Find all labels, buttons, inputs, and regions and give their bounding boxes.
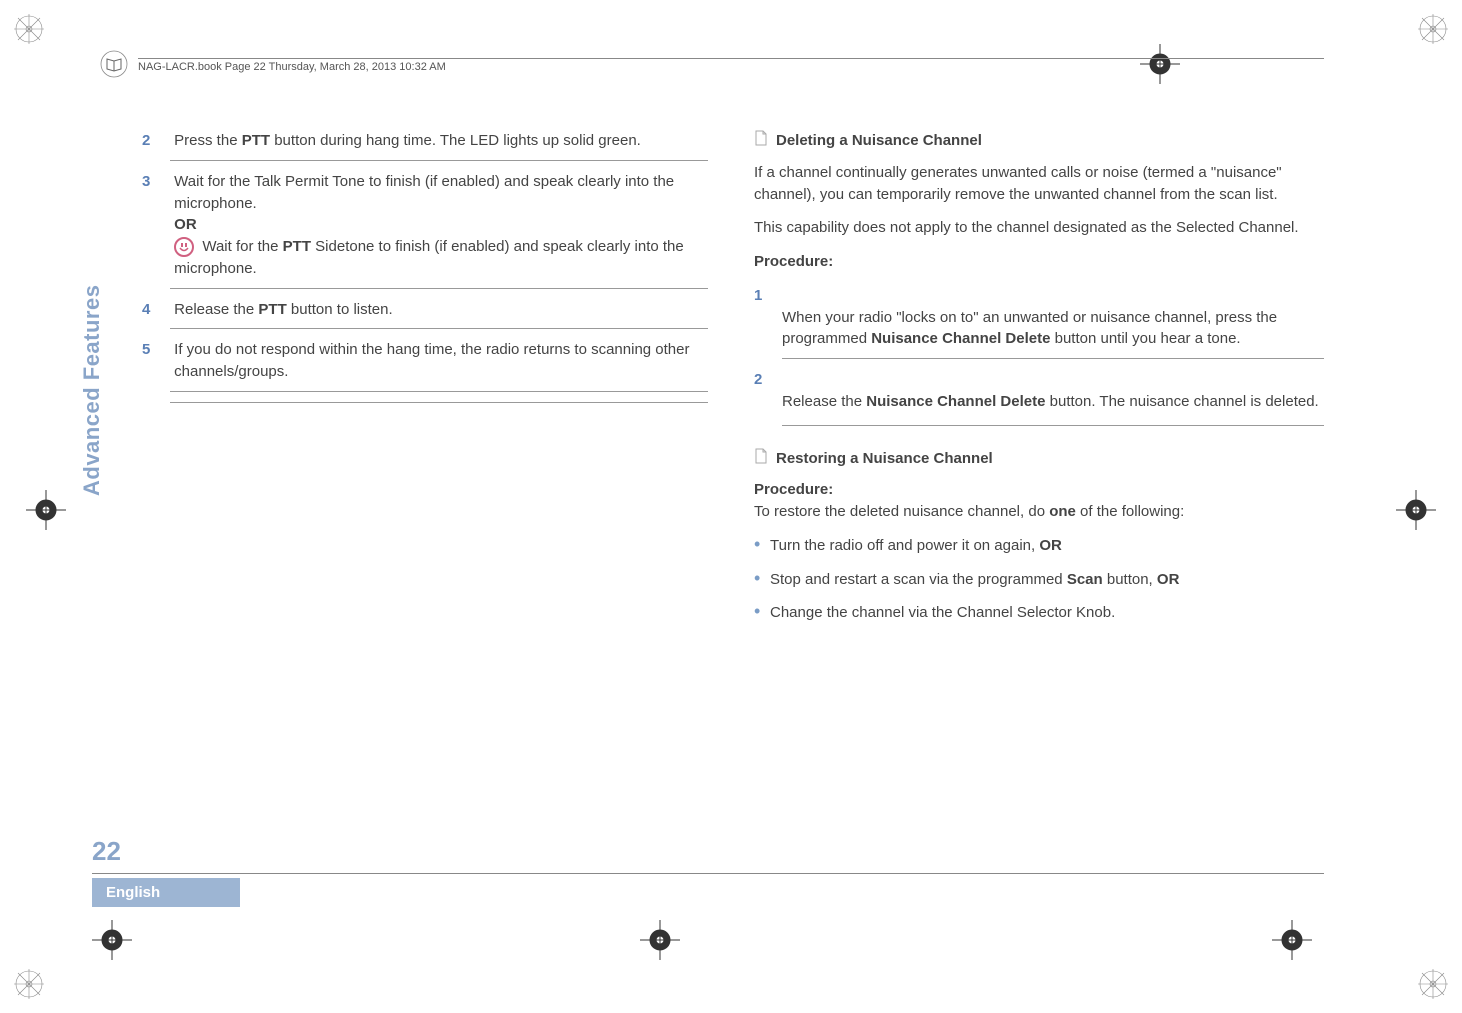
reg-mark-left bbox=[26, 490, 66, 530]
t: Stop and restart a scan via the programm… bbox=[770, 571, 1067, 588]
reg-mark-bottom-b bbox=[640, 920, 680, 960]
right-column: Deleting a Nuisance Channel If a channel… bbox=[754, 130, 1324, 636]
step-number: 5 bbox=[142, 339, 160, 361]
t: Release the bbox=[782, 393, 866, 410]
b: PTT bbox=[258, 301, 286, 318]
t: button during hang time. The LED lights … bbox=[270, 132, 641, 149]
para: If a channel continually generates unwan… bbox=[754, 162, 1324, 206]
section-end-rule bbox=[170, 402, 708, 403]
step-2: 2 Press the PTT button during hang time.… bbox=[170, 130, 708, 161]
page-body: 2 Press the PTT button during hang time.… bbox=[138, 130, 1324, 636]
procedure-label: Procedure: bbox=[754, 251, 1324, 273]
step-number: 1 bbox=[754, 285, 772, 307]
proc-step-1: 1 When your radio "locks on to" an unwan… bbox=[782, 285, 1324, 359]
b: OR bbox=[1039, 537, 1062, 554]
t: Turn the radio off and power it on again… bbox=[770, 537, 1039, 554]
b: Procedure: bbox=[754, 481, 833, 498]
step-text: Wait for the Talk Permit Tone to finish … bbox=[174, 171, 694, 280]
step-text: If you do not respond within the hang ti… bbox=[174, 339, 694, 383]
t: Change the channel via the Channel Selec… bbox=[770, 604, 1115, 621]
step-5: 5 If you do not respond within the hang … bbox=[170, 339, 708, 392]
t: button to listen. bbox=[287, 301, 393, 318]
step-text: Release the Nuisance Channel Delete butt… bbox=[782, 391, 1322, 413]
side-tab-label: Advanced Features bbox=[79, 285, 105, 496]
t: Press the bbox=[174, 132, 242, 149]
b: PTT bbox=[283, 238, 311, 255]
procedure-label: Procedure: bbox=[754, 479, 1324, 501]
para: This capability does not apply to the ch… bbox=[754, 217, 1324, 239]
print-star-bl bbox=[14, 969, 44, 999]
motif-icon bbox=[174, 237, 194, 257]
section-title-deleting: Deleting a Nuisance Channel bbox=[754, 130, 1324, 152]
reg-mark-bottom-a bbox=[92, 920, 132, 960]
t: Release the bbox=[174, 301, 258, 318]
language-tab: English bbox=[92, 878, 240, 907]
step-number: 2 bbox=[142, 130, 160, 152]
reg-mark-bottom-c bbox=[1272, 920, 1312, 960]
print-star-tl bbox=[14, 14, 44, 44]
t: Wait for the bbox=[202, 238, 282, 255]
b: OR bbox=[1157, 571, 1180, 588]
bullet-item: Change the channel via the Channel Selec… bbox=[754, 602, 1324, 624]
b: Procedure: bbox=[754, 253, 833, 270]
t: button, bbox=[1103, 571, 1157, 588]
proc-step-2: 2 Release the Nuisance Channel Delete bu… bbox=[782, 369, 1324, 421]
print-star-tr bbox=[1418, 14, 1448, 44]
left-column: 2 Press the PTT button during hang time.… bbox=[138, 130, 708, 636]
or-label: OR bbox=[174, 216, 197, 233]
bullet-list: Turn the radio off and power it on again… bbox=[754, 535, 1324, 624]
step-number: 2 bbox=[754, 369, 772, 391]
b: one bbox=[1049, 503, 1076, 520]
t: button until you hear a tone. bbox=[1050, 330, 1240, 347]
doc-icon bbox=[754, 130, 768, 146]
step-number: 3 bbox=[142, 171, 160, 193]
page-number: 22 bbox=[92, 836, 121, 867]
title-text: Deleting a Nuisance Channel bbox=[776, 132, 982, 149]
t: button. The nuisance channel is deleted. bbox=[1045, 393, 1318, 410]
b: Scan bbox=[1067, 571, 1103, 588]
t: To restore the deleted nuisance channel,… bbox=[754, 503, 1049, 520]
intro: To restore the deleted nuisance channel,… bbox=[754, 501, 1324, 523]
step-text: When your radio "locks on to" an unwante… bbox=[782, 307, 1322, 351]
step-number: 4 bbox=[142, 299, 160, 321]
b: Nuisance Channel Delete bbox=[866, 393, 1045, 410]
step-3: 3 Wait for the Talk Permit Tone to finis… bbox=[170, 171, 708, 289]
title-text: Restoring a Nuisance Channel bbox=[776, 450, 993, 467]
running-head: NAG-LACR.book Page 22 Thursday, March 28… bbox=[138, 58, 1324, 73]
section-title-restoring: Restoring a Nuisance Channel bbox=[754, 448, 1324, 470]
rule bbox=[782, 425, 1324, 426]
footer-rule bbox=[92, 873, 1324, 874]
bullet-item: Stop and restart a scan via the programm… bbox=[754, 569, 1324, 591]
print-star-br bbox=[1418, 969, 1448, 999]
t: If you do not respond within the hang ti… bbox=[174, 341, 689, 380]
step-4: 4 Release the PTT button to listen. bbox=[170, 299, 708, 330]
doc-icon bbox=[754, 448, 768, 464]
reg-mark-right bbox=[1396, 490, 1436, 530]
b: Nuisance Channel Delete bbox=[871, 330, 1050, 347]
t: Wait for the Talk Permit Tone to finish … bbox=[174, 173, 674, 212]
step-text: Release the PTT button to listen. bbox=[174, 299, 694, 321]
book-icon bbox=[100, 50, 128, 78]
t: of the following: bbox=[1076, 503, 1184, 520]
bullet-item: Turn the radio off and power it on again… bbox=[754, 535, 1324, 557]
step-text: Press the PTT button during hang time. T… bbox=[174, 130, 694, 152]
b: PTT bbox=[242, 132, 270, 149]
